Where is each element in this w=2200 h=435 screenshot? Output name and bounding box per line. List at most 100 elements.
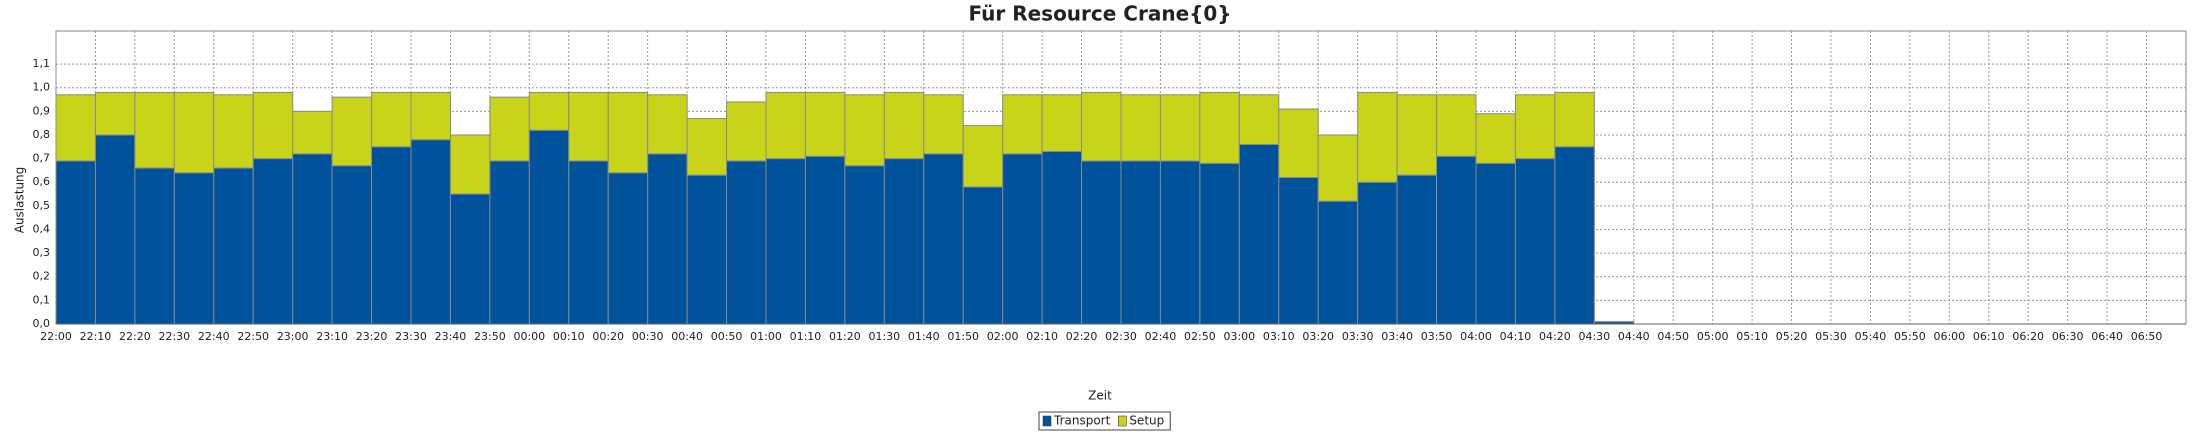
x-tick-label: 04:10 xyxy=(1500,330,1532,343)
bar-segment xyxy=(1475,162,1516,325)
x-tick-label: 05:00 xyxy=(1697,330,1729,343)
bar-segment xyxy=(1199,162,1240,325)
x-tick-label: 00:20 xyxy=(592,330,624,343)
x-tick-label: 03:00 xyxy=(1223,330,1255,343)
bar-segment xyxy=(607,172,649,325)
bar-segment xyxy=(449,134,491,195)
y-tick-label: 0,5 xyxy=(33,199,51,212)
bar-segment xyxy=(804,155,846,325)
bar-segment xyxy=(923,153,964,325)
bar-segment xyxy=(1554,91,1595,148)
x-tick-label: 01:00 xyxy=(750,330,782,343)
x-tick-label: 00:30 xyxy=(632,330,664,343)
bar-segment xyxy=(292,110,333,155)
bar-segment xyxy=(371,91,412,148)
bar-segment xyxy=(1357,91,1398,183)
x-tick-label: 06:50 xyxy=(2131,330,2163,343)
bar-segment xyxy=(1238,94,1280,145)
bar-segment xyxy=(134,91,175,169)
x-tick-label: 06:10 xyxy=(1973,330,2005,343)
bar-segment xyxy=(173,172,215,325)
x-tick-label: 22:30 xyxy=(158,330,190,343)
bar-segment xyxy=(528,129,570,325)
bar-segment xyxy=(331,165,373,325)
x-tick-label: 00:10 xyxy=(553,330,585,343)
bar-segment xyxy=(213,94,254,169)
bar-segment xyxy=(1081,91,1122,162)
x-tick-label: 22:40 xyxy=(198,330,230,343)
bar-segment xyxy=(410,139,451,325)
bar-segment xyxy=(252,91,294,160)
x-tick-label: 01:40 xyxy=(908,330,940,343)
x-tick-label: 02:30 xyxy=(1105,330,1137,343)
bar-segment xyxy=(726,101,767,162)
x-tick-label: 22:00 xyxy=(40,330,72,343)
legend-label: Setup xyxy=(1129,414,1164,428)
bar-segment xyxy=(1159,160,1201,325)
x-tick-label: 01:30 xyxy=(868,330,900,343)
y-tick-label: 0,9 xyxy=(33,104,51,117)
bar-segment xyxy=(1317,200,1359,325)
bar-segment xyxy=(1436,155,1477,325)
x-tick-label: 22:20 xyxy=(119,330,151,343)
bar-segment xyxy=(804,91,846,157)
x-tick-label: 02:20 xyxy=(1066,330,1098,343)
bar-segment xyxy=(647,153,688,325)
x-tick-label: 23:20 xyxy=(356,330,388,343)
y-tick-label: 0,7 xyxy=(33,152,51,165)
x-tick-label: 05:10 xyxy=(1736,330,1768,343)
bar-segment xyxy=(371,146,412,325)
y-tick-label: 0,4 xyxy=(33,222,51,235)
x-tick-label: 03:10 xyxy=(1263,330,1295,343)
bar-segment xyxy=(94,91,136,136)
x-tick-label: 04:00 xyxy=(1460,330,1492,343)
x-tick-label: 05:30 xyxy=(1815,330,1847,343)
x-tick-label: 06:00 xyxy=(1933,330,1965,343)
x-tick-label: 01:20 xyxy=(829,330,861,343)
bar-segment xyxy=(173,91,215,174)
bar-segment xyxy=(883,91,925,160)
x-tick-label: 02:00 xyxy=(987,330,1019,343)
x-tick-label: 02:10 xyxy=(1026,330,1058,343)
y-tick-label: 0,2 xyxy=(33,270,51,283)
bar-segment xyxy=(1396,174,1438,325)
bar-segment xyxy=(449,193,491,325)
bar-segment xyxy=(962,186,1004,325)
x-tick-label: 04:40 xyxy=(1618,330,1650,343)
x-tick-label: 04:50 xyxy=(1657,330,1689,343)
bar-segment xyxy=(1159,94,1201,162)
x-tick-label: 01:10 xyxy=(790,330,822,343)
bar-segment xyxy=(923,94,964,155)
bar-segment xyxy=(528,91,570,131)
bar-segment xyxy=(489,96,530,162)
x-tick-label: 22:10 xyxy=(80,330,112,343)
x-tick-label: 05:20 xyxy=(1776,330,1808,343)
bar-segment xyxy=(1278,108,1319,178)
bar-segment xyxy=(1120,94,1161,162)
y-tick-label: 0,8 xyxy=(33,128,51,141)
bar-segment xyxy=(1199,91,1240,164)
bar-segment xyxy=(568,160,609,325)
x-tick-label: 00:00 xyxy=(513,330,545,343)
bar-segment xyxy=(1357,181,1398,325)
bar-segment xyxy=(1514,94,1556,160)
y-tick-label: 0,0 xyxy=(33,317,51,330)
bar-segment xyxy=(1041,151,1083,325)
bar-segment xyxy=(1238,143,1280,325)
bar-segment xyxy=(765,91,806,160)
bar-segment xyxy=(962,125,1004,188)
y-tick-label: 1,1 xyxy=(33,57,51,70)
legend-swatch xyxy=(1042,415,1052,427)
bar-segment xyxy=(1436,94,1477,157)
bar-segment xyxy=(844,165,885,325)
x-tick-label: 02:50 xyxy=(1184,330,1216,343)
x-tick-label: 23:50 xyxy=(474,330,506,343)
x-tick-label: 05:50 xyxy=(1894,330,1926,343)
x-tick-label: 03:30 xyxy=(1342,330,1374,343)
bar-segment xyxy=(252,158,294,325)
x-tick-label: 23:30 xyxy=(395,330,427,343)
bar-segment xyxy=(292,153,333,325)
x-tick-label: 02:40 xyxy=(1145,330,1177,343)
bar-segment xyxy=(726,160,767,325)
